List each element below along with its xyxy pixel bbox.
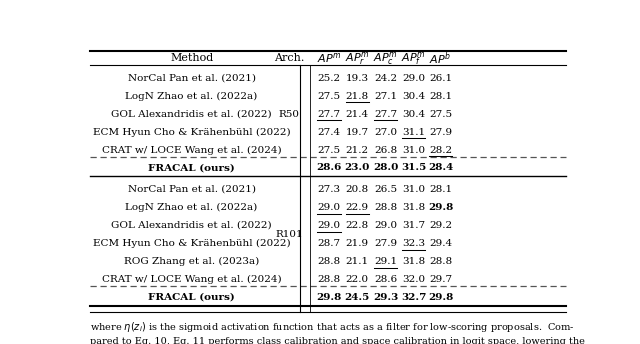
Text: GOL Alexandridis et al. (2022): GOL Alexandridis et al. (2022) (111, 110, 272, 119)
Text: 31.8: 31.8 (403, 203, 426, 212)
Text: 29.0: 29.0 (403, 74, 426, 83)
Text: 27.5: 27.5 (317, 92, 340, 100)
Text: 28.6: 28.6 (316, 163, 342, 172)
Text: 21.8: 21.8 (346, 92, 369, 100)
Text: 21.2: 21.2 (346, 146, 369, 155)
Text: CRAT w/ LOCE Wang et al. (2024): CRAT w/ LOCE Wang et al. (2024) (102, 146, 282, 155)
Text: 31.8: 31.8 (403, 257, 426, 266)
Text: 27.9: 27.9 (374, 239, 397, 248)
Text: 27.9: 27.9 (429, 128, 452, 137)
Text: 27.7: 27.7 (317, 110, 340, 119)
Text: 31.7: 31.7 (403, 221, 426, 230)
Text: CRAT w/ LOCE Wang et al. (2024): CRAT w/ LOCE Wang et al. (2024) (102, 275, 282, 284)
Text: 30.4: 30.4 (403, 110, 426, 119)
Text: 29.2: 29.2 (429, 221, 452, 230)
Text: 32.3: 32.3 (403, 239, 426, 248)
Text: where $\eta(z_i)$ is the sigmoid activation function that acts as a filter for l: where $\eta(z_i)$ is the sigmoid activat… (90, 320, 585, 344)
Text: R50: R50 (279, 110, 300, 119)
Text: 25.2: 25.2 (317, 74, 340, 83)
Text: ECM Hyun Cho & Krähenbühl (2022): ECM Hyun Cho & Krähenbühl (2022) (93, 239, 291, 248)
Text: 29.0: 29.0 (374, 221, 397, 230)
Text: 27.4: 27.4 (317, 128, 340, 137)
Text: $AP^m_f$: $AP^m_f$ (401, 50, 426, 67)
Text: 26.5: 26.5 (374, 185, 397, 194)
Text: $AP^m_c$: $AP^m_c$ (373, 50, 398, 67)
Text: 29.0: 29.0 (317, 203, 340, 212)
Text: 22.9: 22.9 (346, 203, 369, 212)
Text: 31.5: 31.5 (401, 163, 426, 172)
Text: 28.1: 28.1 (429, 92, 452, 100)
Text: 30.4: 30.4 (403, 92, 426, 100)
Text: GOL Alexandridis et al. (2022): GOL Alexandridis et al. (2022) (111, 221, 272, 230)
Text: 29.8: 29.8 (428, 203, 453, 212)
Text: 28.8: 28.8 (429, 257, 452, 266)
Text: 29.4: 29.4 (429, 239, 452, 248)
Text: NorCal Pan et al. (2021): NorCal Pan et al. (2021) (127, 74, 255, 83)
Text: 23.0: 23.0 (344, 163, 370, 172)
Text: 19.3: 19.3 (346, 74, 369, 83)
Text: 24.5: 24.5 (344, 293, 370, 302)
Text: 28.7: 28.7 (317, 239, 340, 248)
Text: 27.3: 27.3 (317, 185, 340, 194)
Text: 31.0: 31.0 (403, 185, 426, 194)
Text: Arch.: Arch. (274, 54, 305, 64)
Text: FRACAL (ours): FRACAL (ours) (148, 293, 235, 302)
Text: 27.7: 27.7 (374, 110, 397, 119)
Text: 31.0: 31.0 (403, 146, 426, 155)
Text: $AP^m_r$: $AP^m_r$ (345, 50, 370, 67)
Text: LogN Zhao et al. (2022a): LogN Zhao et al. (2022a) (125, 92, 258, 101)
Text: 28.8: 28.8 (317, 257, 340, 266)
Text: 29.8: 29.8 (316, 293, 342, 302)
Text: 28.4: 28.4 (428, 163, 453, 172)
Text: FRACAL (ours): FRACAL (ours) (148, 163, 235, 172)
Text: $AP^m$: $AP^m$ (317, 52, 341, 65)
Text: NorCal Pan et al. (2021): NorCal Pan et al. (2021) (127, 185, 255, 194)
Text: LogN Zhao et al. (2022a): LogN Zhao et al. (2022a) (125, 203, 258, 212)
Text: $AP^b$: $AP^b$ (429, 50, 452, 67)
Text: 19.7: 19.7 (346, 128, 369, 137)
Text: 28.2: 28.2 (429, 146, 452, 155)
Text: 21.9: 21.9 (346, 239, 369, 248)
Text: 28.8: 28.8 (374, 203, 397, 212)
Text: 24.2: 24.2 (374, 74, 397, 83)
Text: 20.8: 20.8 (346, 185, 369, 194)
Text: 22.8: 22.8 (346, 221, 369, 230)
Text: R101: R101 (275, 230, 303, 239)
Text: 27.5: 27.5 (317, 146, 340, 155)
Text: 28.8: 28.8 (317, 275, 340, 284)
Text: 28.1: 28.1 (429, 185, 452, 194)
Text: Method: Method (170, 54, 213, 64)
Text: 29.8: 29.8 (428, 293, 453, 302)
Text: 27.5: 27.5 (429, 110, 452, 119)
Text: 29.1: 29.1 (374, 257, 397, 266)
Text: 26.8: 26.8 (374, 146, 397, 155)
Text: 21.1: 21.1 (346, 257, 369, 266)
Text: 27.1: 27.1 (374, 92, 397, 100)
Text: 29.0: 29.0 (317, 221, 340, 230)
Text: 32.0: 32.0 (403, 275, 426, 284)
Text: 26.1: 26.1 (429, 74, 452, 83)
Text: 27.0: 27.0 (374, 128, 397, 137)
Text: 31.1: 31.1 (403, 128, 426, 137)
Text: 32.7: 32.7 (401, 293, 426, 302)
Text: 29.7: 29.7 (429, 275, 452, 284)
Text: 28.0: 28.0 (373, 163, 398, 172)
Text: ECM Hyun Cho & Krähenbühl (2022): ECM Hyun Cho & Krähenbühl (2022) (93, 128, 291, 137)
Text: ROG Zhang et al. (2023a): ROG Zhang et al. (2023a) (124, 257, 259, 266)
Text: 21.4: 21.4 (346, 110, 369, 119)
Text: 29.3: 29.3 (373, 293, 398, 302)
Text: 22.0: 22.0 (346, 275, 369, 284)
Text: 28.6: 28.6 (374, 275, 397, 284)
